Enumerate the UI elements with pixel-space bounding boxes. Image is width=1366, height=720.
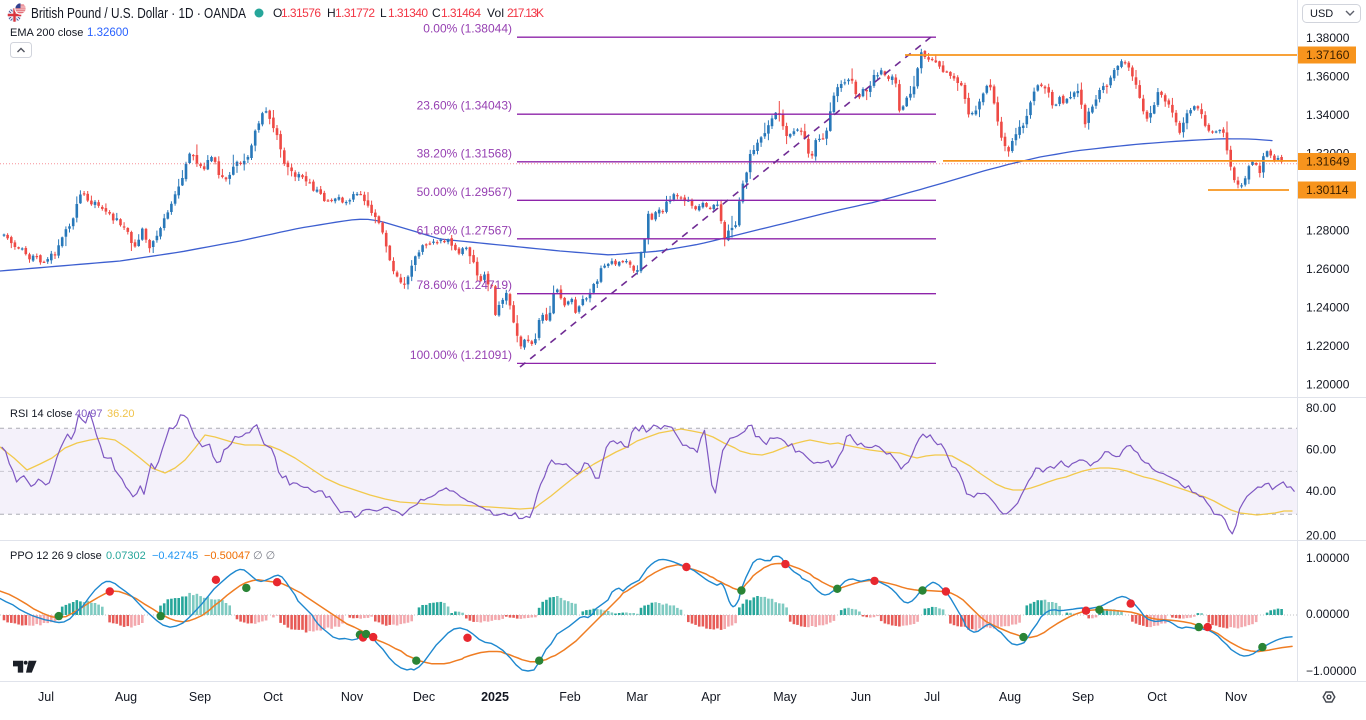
svg-text:Jul: Jul [38,690,54,704]
svg-text:RSI 14 close: RSI 14 close [10,408,72,420]
svg-text:50.00% (1.29567): 50.00% (1.29567) [417,185,512,199]
svg-text:Apr: Apr [701,690,720,704]
svg-text:Nov: Nov [341,690,364,704]
svg-text:O: O [273,6,282,20]
svg-text:L: L [380,6,387,20]
svg-text:−0.42745: −0.42745 [152,550,198,562]
svg-text:80.00: 80.00 [1306,401,1336,415]
svg-text:∅ ∅: ∅ ∅ [253,550,275,562]
svg-text:0.00000: 0.00000 [1306,607,1350,621]
svg-text:36.20: 36.20 [107,408,135,420]
svg-text:1.34000: 1.34000 [1306,108,1350,122]
svg-text:Dec: Dec [413,690,435,704]
svg-text:1.36000: 1.36000 [1306,70,1350,84]
svg-text:0.07302: 0.07302 [106,550,146,562]
svg-text:C: C [432,6,441,20]
svg-text:1.24000: 1.24000 [1306,301,1350,315]
svg-text:1.22000: 1.22000 [1306,339,1350,353]
svg-text:40.00: 40.00 [1306,484,1336,498]
svg-text:Sep: Sep [1072,690,1094,704]
svg-text:Aug: Aug [999,690,1021,704]
svg-text:1.37160: 1.37160 [1306,48,1350,62]
svg-text:1.30114: 1.30114 [1306,183,1349,197]
svg-text:78.60% (1.24719): 78.60% (1.24719) [417,278,512,292]
svg-text:1.26000: 1.26000 [1306,262,1350,276]
svg-text:1.31464: 1.31464 [441,6,481,20]
svg-text:38.20% (1.31568): 38.20% (1.31568) [417,146,512,160]
svg-text:61.80% (1.27567): 61.80% (1.27567) [417,223,512,237]
svg-text:1.28000: 1.28000 [1306,224,1350,238]
svg-text:23.60% (1.34043): 23.60% (1.34043) [417,99,512,113]
svg-text:Oct: Oct [1147,690,1167,704]
svg-text:H: H [327,6,336,20]
svg-text:1.32600: 1.32600 [87,27,129,39]
svg-text:0.00% (1.38044): 0.00% (1.38044) [423,22,512,36]
svg-text:100.00% (1.21091): 100.00% (1.21091) [410,348,512,362]
svg-text:Sep: Sep [189,690,211,704]
svg-text:1.38000: 1.38000 [1306,31,1350,45]
svg-text:−1.00000: −1.00000 [1306,664,1357,678]
svg-text:Jun: Jun [851,690,871,704]
svg-text:20.00: 20.00 [1306,529,1336,543]
svg-text:British Pound / U.S. Dollar ·: British Pound / U.S. Dollar · 1D · OANDA [31,6,246,22]
svg-text:217.13K: 217.13K [507,6,544,20]
svg-text:40.97: 40.97 [75,408,103,420]
svg-text:Feb: Feb [559,690,581,704]
svg-text:60.00: 60.00 [1306,443,1336,457]
svg-text:Vol: Vol [487,6,504,20]
svg-text:1.31772: 1.31772 [335,6,375,20]
svg-text:1.31340: 1.31340 [388,6,428,20]
svg-text:EMA 200 close: EMA 200 close [10,27,83,39]
svg-text:1.00000: 1.00000 [1306,551,1350,565]
svg-text:2025: 2025 [481,690,509,704]
svg-text:USD: USD [1310,8,1333,20]
svg-text:Oct: Oct [263,690,283,704]
svg-text:−0.50047: −0.50047 [204,550,250,562]
svg-text:Mar: Mar [626,690,648,704]
svg-text:1.31576: 1.31576 [281,6,321,20]
svg-text:1.31649: 1.31649 [1306,155,1350,169]
svg-text:1.20000: 1.20000 [1306,378,1350,392]
svg-text:Jul: Jul [924,690,940,704]
svg-text:PPO 12 26 9 close: PPO 12 26 9 close [10,550,102,562]
svg-text:Aug: Aug [115,690,137,704]
svg-text:May: May [773,690,797,704]
svg-text:Nov: Nov [1225,690,1248,704]
